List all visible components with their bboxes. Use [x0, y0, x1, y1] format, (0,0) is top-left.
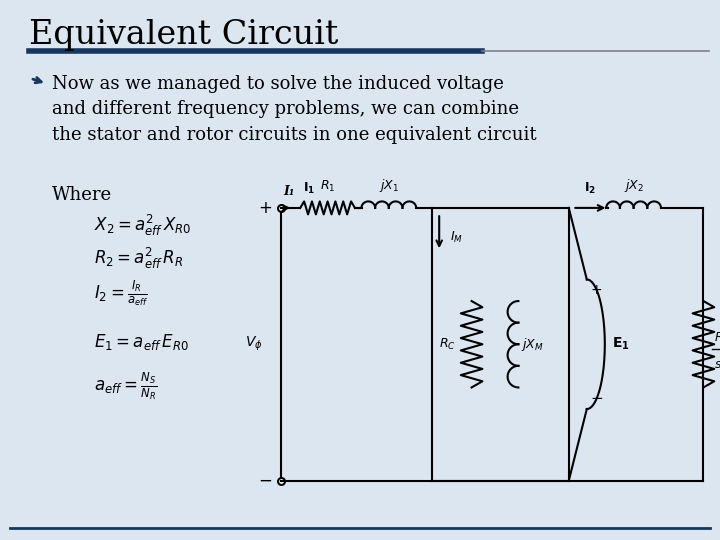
Text: $E_1 = a_{eff}\,E_{R0}$: $E_1 = a_{eff}\,E_{R0}$	[94, 332, 189, 352]
Text: −: −	[590, 391, 603, 406]
Text: +: +	[590, 284, 602, 297]
Text: $jX_2$: $jX_2$	[624, 178, 644, 194]
Text: $I_M$: $I_M$	[450, 230, 463, 245]
Text: $\mathbf{I_2}$: $\mathbf{I_2}$	[585, 181, 596, 196]
Text: $X_2 = a^2_{eff}\,X_{R0}$: $X_2 = a^2_{eff}\,X_{R0}$	[94, 213, 191, 238]
Text: $a_{eff} = \frac{N_S}{N_R}$: $a_{eff} = \frac{N_S}{N_R}$	[94, 370, 157, 402]
Text: $s$: $s$	[714, 357, 720, 371]
Text: Equivalent Circuit: Equivalent Circuit	[29, 19, 338, 51]
Text: $jX_M$: $jX_M$	[521, 336, 544, 353]
Text: $V_\phi$: $V_\phi$	[246, 335, 263, 353]
Text: $\mathbf{I_1}$: $\mathbf{I_1}$	[303, 181, 316, 196]
Text: $R_1$: $R_1$	[320, 179, 336, 194]
Text: $R_2 = a^2_{eff}\,R_R$: $R_2 = a^2_{eff}\,R_R$	[94, 246, 183, 271]
Text: $\mathbf{E_1}$: $\mathbf{E_1}$	[612, 336, 630, 353]
Text: $jX_1$: $jX_1$	[379, 178, 399, 194]
Text: +: +	[258, 199, 272, 217]
Text: $I_2 = \frac{I_R}{a_{eff}}$: $I_2 = \frac{I_R}{a_{eff}}$	[94, 278, 148, 308]
Text: Now as we managed to solve the induced voltage
and different frequency problems,: Now as we managed to solve the induced v…	[52, 75, 536, 144]
Text: −: −	[258, 471, 272, 490]
Text: $R_2$: $R_2$	[714, 332, 720, 346]
Text: $R_C$: $R_C$	[439, 337, 456, 352]
Text: I₁: I₁	[283, 185, 294, 198]
Text: Where: Where	[52, 186, 112, 204]
